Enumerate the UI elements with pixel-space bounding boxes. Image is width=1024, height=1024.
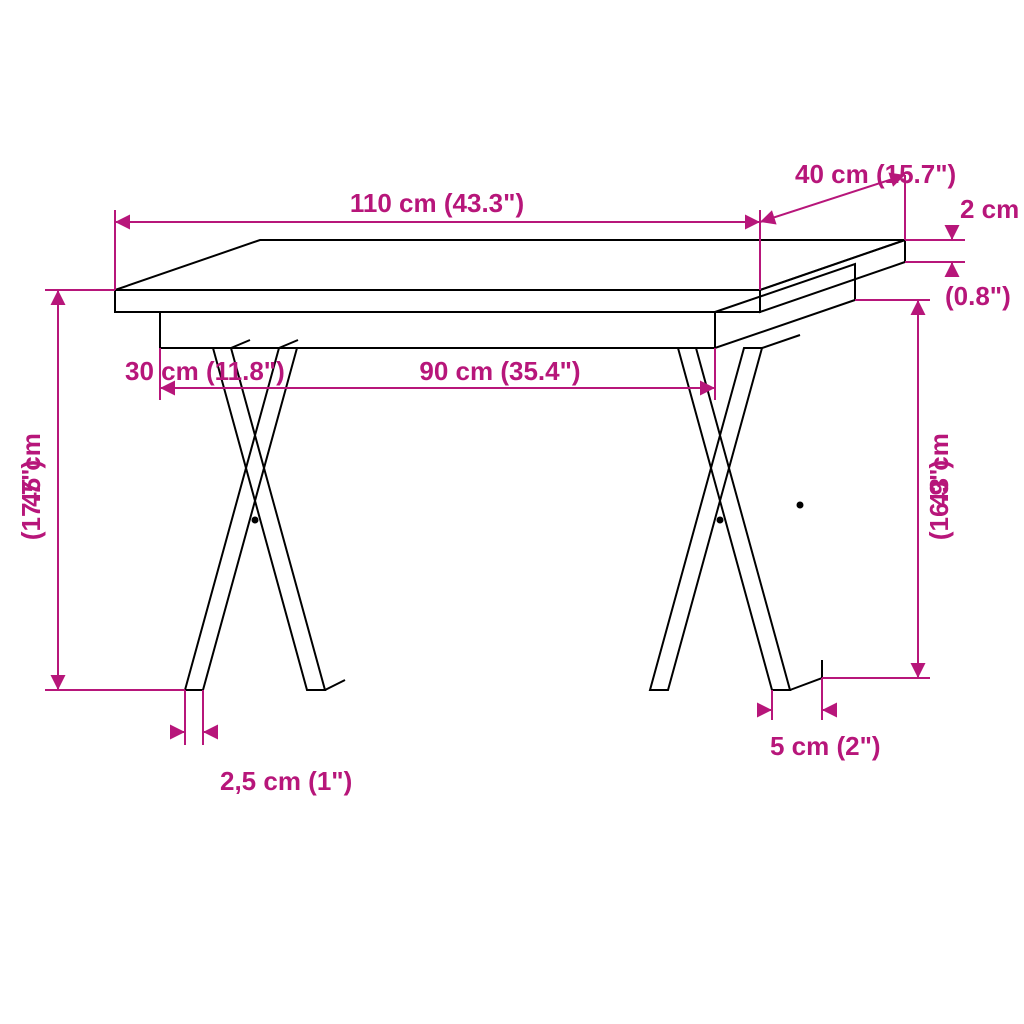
dim-top-thickness: 2 cm (0.8") [905,194,1019,311]
label-total-height-2: (17.7") [16,460,46,540]
table-outline [115,240,905,690]
label-thickness-2: (0.8") [945,281,1011,311]
label-thickness-1: 2 cm [960,194,1019,224]
dim-leg-height: 43 cm (16.9") [822,300,954,678]
label-leg-thickness: 2,5 cm (1") [220,766,352,796]
dimension-annotations: 110 cm (43.3") 40 cm (15.7") 2 cm (0.8")… [16,159,1019,796]
left-leg [185,340,345,690]
label-leg-height-2: (16.9") [924,460,954,540]
label-apron-span: 90 cm (35.4") [419,356,580,386]
label-leg-foot: 5 cm (2") [770,731,881,761]
table-dimension-diagram: 110 cm (43.3") 40 cm (15.7") 2 cm (0.8")… [0,0,1024,1024]
dim-apron-depth: 30 cm (11.8") [125,356,285,386]
label-top-width: 110 cm (43.3") [350,188,524,218]
dim-top-depth: 40 cm (15.7") [760,159,956,290]
label-top-depth: 40 cm (15.7") [795,159,956,189]
dim-leg-thickness: 2,5 cm (1") [170,690,352,796]
label-apron-depth: 30 cm (11.8") [125,356,285,386]
